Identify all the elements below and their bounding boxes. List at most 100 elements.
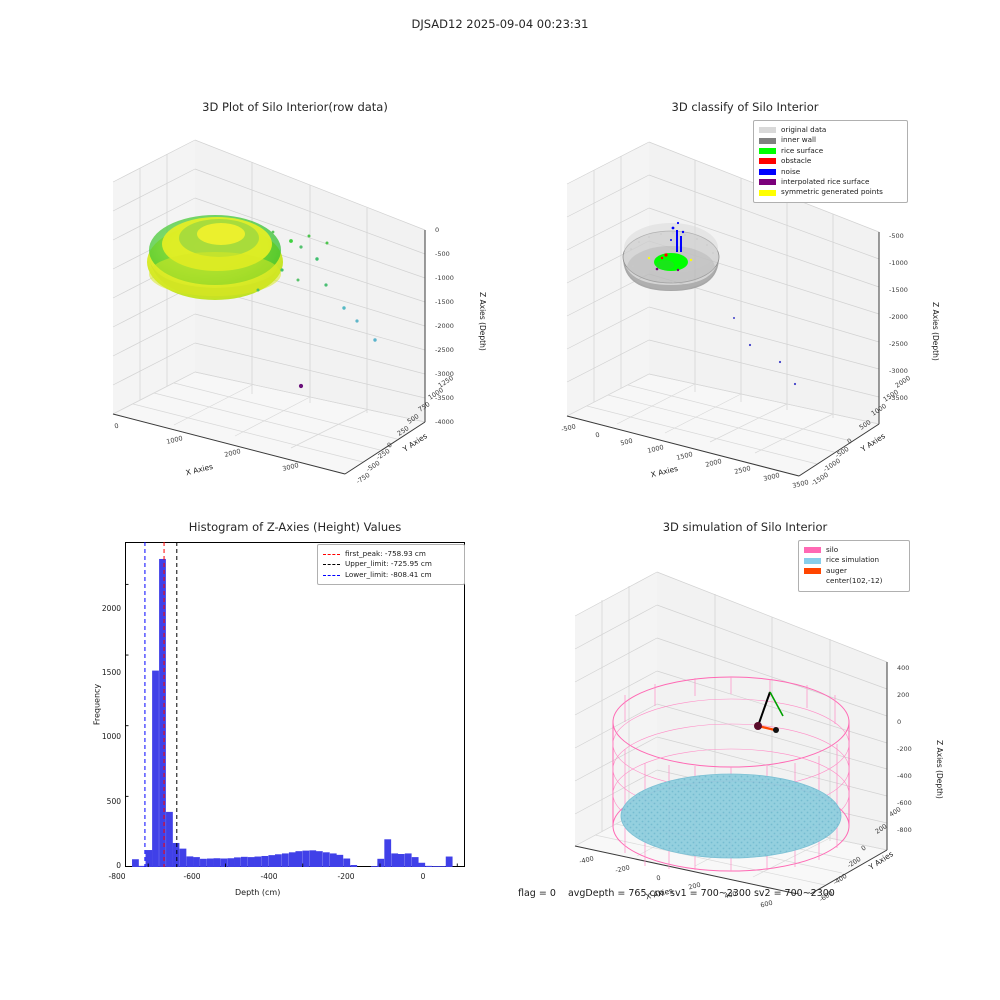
svg-text:X Axies: X Axies (185, 462, 214, 477)
histogram-bar (315, 851, 323, 867)
legend-item: rice surface (759, 146, 901, 156)
legend-item: silo (804, 545, 903, 555)
histogram-bar (384, 839, 392, 867)
legend-swatch-inner-wall (759, 137, 776, 144)
legend-label: rice surface (781, 145, 824, 155)
panel-3d-simulation: 3D simulation of Silo Interior (545, 520, 945, 909)
histogram-bar (268, 855, 276, 867)
xtick-label: -600 (183, 872, 201, 881)
histogram-bar (206, 858, 214, 867)
histogram-bar (138, 865, 146, 867)
svg-text:400: 400 (888, 805, 903, 818)
legend-item: original data (759, 125, 901, 135)
svg-text:-3000: -3000 (889, 367, 908, 375)
legend-item: interpolated rice surface (759, 177, 901, 187)
xtick-label: 0 (420, 872, 426, 881)
svg-text:-1500: -1500 (810, 471, 830, 488)
svg-text:3000: 3000 (763, 471, 781, 483)
svg-text:-2000: -2000 (889, 313, 908, 321)
histogram-bar (172, 842, 180, 867)
legend-item: first_peak: -758.93 cm (323, 549, 458, 559)
svg-text:0: 0 (846, 437, 854, 446)
legend-item: center(102,-12) (804, 576, 903, 586)
panel1-axes3d[interactable]: 0 1000 2000 3000 X Axies -750 -500 -250 … (95, 122, 495, 486)
svg-text:-200: -200 (614, 863, 630, 874)
histogram-bar (302, 850, 310, 867)
legend-swatch-auger (804, 568, 821, 575)
histogram-bar (254, 856, 262, 867)
svg-text:2000: 2000 (894, 374, 912, 390)
histogram-bar (343, 858, 351, 867)
svg-text:0: 0 (860, 844, 868, 853)
svg-text:-3000: -3000 (435, 370, 454, 378)
svg-text:-1500: -1500 (435, 298, 454, 306)
legend-item: auger (804, 566, 903, 576)
panel-histogram: Histogram of Z-Axies (Height) Values 0 5… (93, 520, 495, 920)
svg-text:0: 0 (435, 226, 439, 234)
panel2-axes3d[interactable]: -500 0 500 1000 1500 2000 2500 3000 3500… (545, 122, 945, 490)
histogram-bar (377, 858, 385, 867)
histogram-bar (261, 855, 269, 867)
svg-text:-500: -500 (889, 232, 904, 240)
histogram-bar (322, 852, 330, 867)
svg-text:-2500: -2500 (435, 346, 454, 354)
svg-text:X Axies: X Axies (650, 464, 679, 479)
ytick-label: 1000 (101, 732, 121, 741)
xtick-label: -200 (337, 872, 355, 881)
svg-text:3000: 3000 (282, 461, 300, 473)
legend-item: Upper_limit: -725.95 cm (323, 559, 458, 569)
svg-text:200: 200 (897, 691, 909, 699)
histogram-bar (247, 857, 255, 867)
panel-3d-classify: 3D classify of Silo Interior (545, 100, 945, 490)
legend-label: Lower_limit: -808.41 cm (345, 569, 432, 579)
svg-text:-2000: -2000 (435, 322, 454, 330)
histogram-bar (159, 558, 166, 867)
svg-text:2500: 2500 (734, 464, 752, 476)
legend-label: original data (781, 125, 827, 134)
legend-label: first_peak: -758.93 cm (345, 549, 426, 558)
legend-dash-upper-limit (323, 564, 340, 566)
svg-text:-800: -800 (897, 826, 912, 834)
legend-swatch-noise (759, 168, 776, 175)
legend-item: symmetric generated points (759, 187, 901, 197)
status-line: flag = 0 avgDepth = 765 cm sv1 = 700~230… (518, 888, 835, 899)
panel4-axes3d[interactable]: -400 -200 0 200 400 600 X Axies -600 -40… (545, 544, 945, 909)
histogram-bar (404, 853, 412, 867)
xtick-label: -800 (108, 872, 126, 881)
histogram-bar (295, 851, 303, 867)
histogram-bar (186, 856, 194, 867)
histogram-bar (370, 866, 378, 867)
legend-swatch-center (804, 578, 821, 584)
ytick-label: 2000 (101, 604, 121, 613)
legend-label: symmetric generated points (781, 187, 883, 197)
histogram-bar (200, 858, 207, 867)
histogram-bar (411, 857, 419, 867)
svg-text:1500: 1500 (676, 450, 694, 462)
svg-text:0: 0 (656, 874, 662, 883)
legend-swatch-interpolated-rice-surface (759, 179, 776, 186)
histogram-bar (132, 859, 139, 867)
panel2-title: 3D classify of Silo Interior (671, 100, 819, 114)
legend-item: inner wall (759, 135, 901, 145)
legend-item: Lower_limit: -808.41 cm (323, 570, 458, 580)
histogram-bar (391, 853, 399, 867)
svg-text:-1500: -1500 (889, 286, 908, 294)
legend-item: rice simulation (804, 555, 903, 565)
histogram-xlabel: Depth (cm) (235, 888, 281, 897)
panel-3d-plot-raw: 3D Plot of Silo Interior(row data) (95, 100, 495, 486)
legend-swatch-rice-simulation (804, 557, 821, 564)
svg-text:-500: -500 (435, 250, 450, 258)
figure-suptitle: DJSAD12 2025-09-04 00:23:31 (411, 17, 589, 31)
histogram-bar (288, 852, 296, 867)
histogram-bar (438, 866, 446, 867)
histogram-bar (227, 858, 235, 867)
svg-text:400: 400 (724, 890, 738, 901)
histogram-bar (432, 866, 440, 867)
svg-text:-600: -600 (897, 799, 912, 807)
legend-label: silo (826, 545, 839, 554)
histogram-bar (350, 865, 358, 867)
svg-text:0: 0 (897, 718, 901, 726)
classify-legend: original data inner wall rice surface ob… (753, 120, 908, 203)
histogram-axes[interactable] (125, 542, 465, 867)
